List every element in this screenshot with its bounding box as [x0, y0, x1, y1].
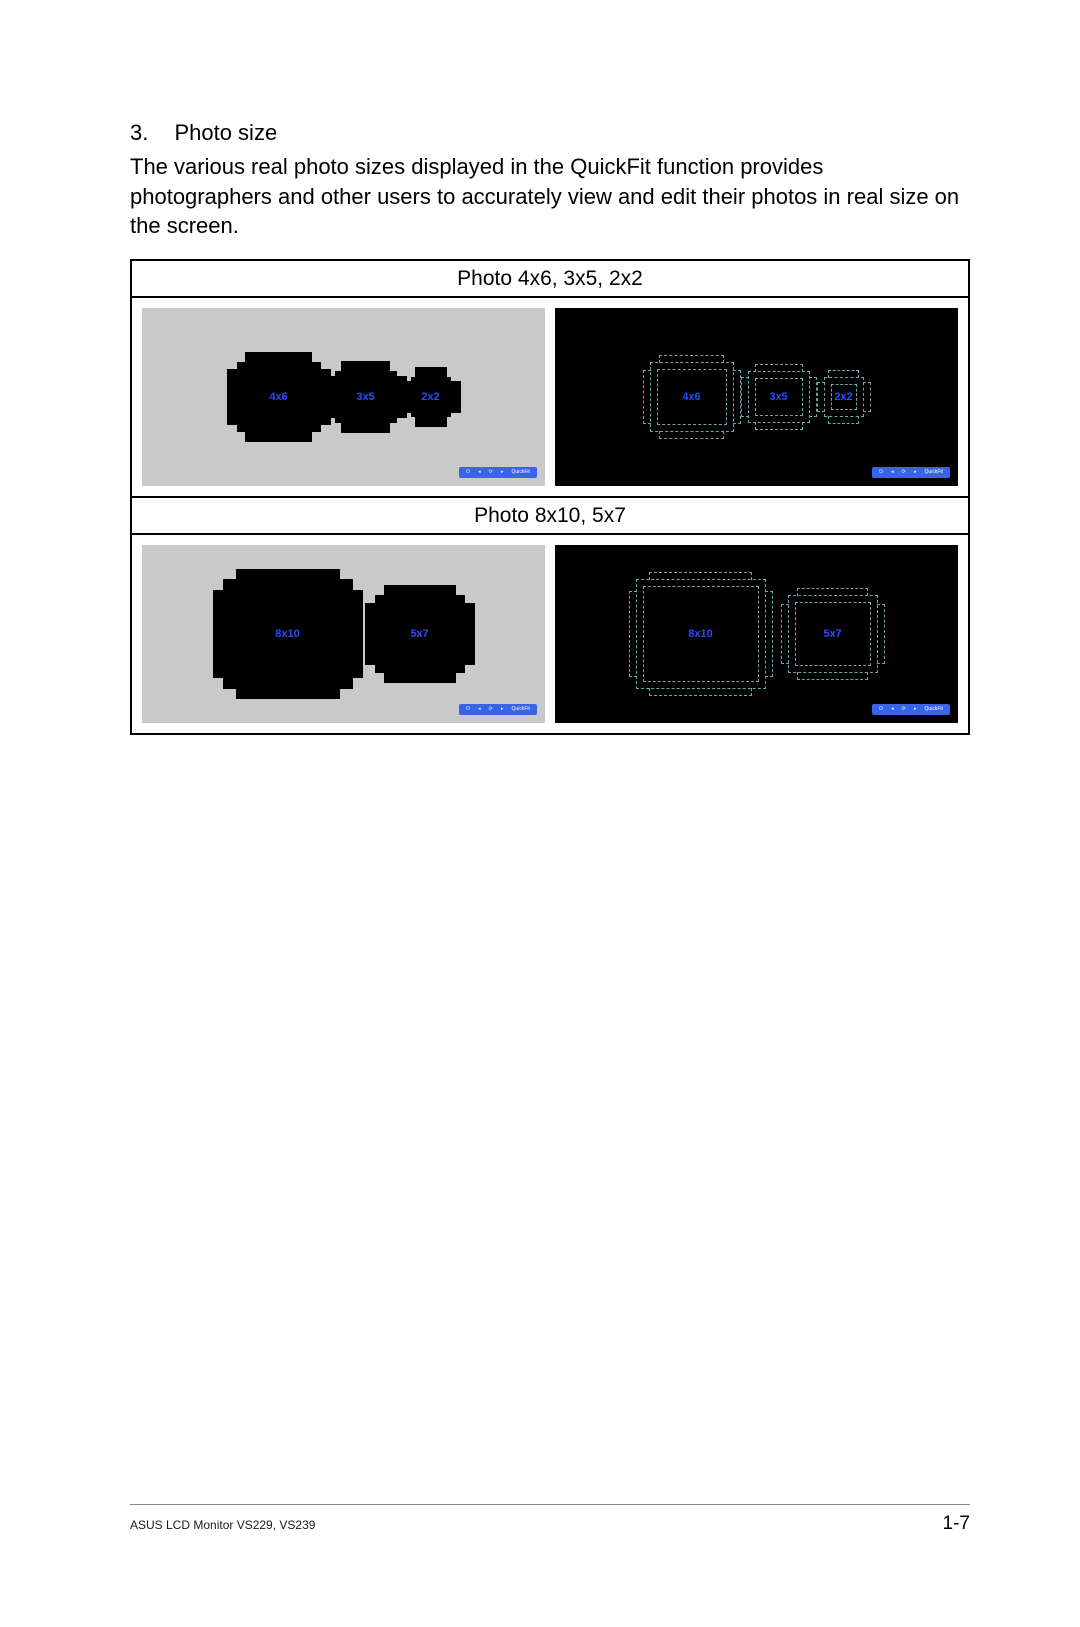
- osd-icon: ◂: [891, 470, 894, 475]
- panel-row2-light: 8x10 5x7 ⏻ ◂ ⟳ ▸ QuickFit: [142, 545, 545, 723]
- frame-label: 4x6: [269, 391, 287, 403]
- photo-frame-8x10: 8x10: [223, 579, 353, 689]
- osd-icon: ◂: [478, 470, 481, 475]
- frame-label: 8x10: [688, 628, 712, 640]
- photo-frame-3x5: 3x5: [748, 371, 810, 423]
- photo-frame-5x7: 5x7: [375, 595, 465, 673]
- osd-bar: ⏻ ◂ ⟳ ▸ QuickFit: [459, 704, 537, 715]
- osd-bar: ⏻ ◂ ⟳ ▸ QuickFit: [872, 467, 950, 478]
- osd-label: QuickFit: [925, 707, 943, 712]
- osd-icon: ▸: [501, 707, 504, 712]
- osd-bar: ⏻ ◂ ⟳ ▸ QuickFit: [459, 467, 537, 478]
- osd-icon: ▸: [501, 470, 504, 475]
- photo-frame-4x6: 4x6: [237, 362, 321, 432]
- osd-icon: ◂: [891, 707, 894, 712]
- osd-bar: ⏻ ◂ ⟳ ▸ QuickFit: [872, 704, 950, 715]
- osd-icon: ⏻: [466, 707, 470, 712]
- osd-icon: ⏻: [879, 470, 883, 475]
- frame-label: 4x6: [682, 391, 700, 403]
- frame-label: 2x2: [421, 391, 439, 403]
- frame-label: 2x2: [834, 391, 852, 403]
- photo-frame-3x5: 3x5: [335, 371, 397, 423]
- osd-icon: ⏻: [466, 470, 470, 475]
- section-title: Photo size: [174, 120, 277, 146]
- photo-frame-5x7: 5x7: [788, 595, 878, 673]
- photo-frame-4x6: 4x6: [650, 362, 734, 432]
- osd-icon: ⟳: [489, 470, 493, 475]
- osd-icon: ⟳: [902, 707, 906, 712]
- section-description: The various real photo sizes displayed i…: [130, 152, 970, 241]
- footer-page-number: 1-7: [943, 1513, 970, 1535]
- panel-row1-light: 4x6 3x5 2x2 ⏻ ◂ ⟳ ▸ QuickFit: [142, 308, 545, 486]
- frame-label: 5x7: [410, 628, 428, 640]
- row2-caption: Photo 8x10, 5x7: [132, 496, 968, 535]
- osd-label: QuickFit: [925, 470, 943, 475]
- photo-frame-2x2: 2x2: [824, 377, 864, 417]
- photo-size-table: Photo 4x6, 3x5, 2x2 4x6 3x5 2x2 ⏻ ◂ ⟳ ▸ QuickF…: [130, 259, 970, 735]
- row1-panels: 4x6 3x5 2x2 ⏻ ◂ ⟳ ▸ QuickFit 4x6 3x5 2x2 ⏻ ◂ ⟳ ▸ Qui…: [132, 298, 968, 496]
- frame-label: 5x7: [823, 628, 841, 640]
- osd-label: QuickFit: [512, 707, 530, 712]
- page-footer: ASUS LCD Monitor VS229, VS239 1-7: [130, 1504, 970, 1535]
- osd-icon: ⏻: [879, 707, 883, 712]
- osd-label: QuickFit: [512, 470, 530, 475]
- footer-product: ASUS LCD Monitor VS229, VS239: [130, 1518, 315, 1532]
- osd-icon: ⟳: [489, 707, 493, 712]
- frame-label: 8x10: [275, 628, 299, 640]
- photo-frame-2x2: 2x2: [411, 377, 451, 417]
- row2-panels: 8x10 5x7 ⏻ ◂ ⟳ ▸ QuickFit 8x10 5x7 ⏻ ◂ ⟳ ▸ QuickFi…: [132, 535, 968, 733]
- frame-label: 3x5: [356, 391, 374, 403]
- osd-icon: ⟳: [902, 470, 906, 475]
- photo-frame-8x10: 8x10: [636, 579, 766, 689]
- osd-icon: ▸: [914, 470, 917, 475]
- section-number: 3.: [130, 120, 170, 146]
- osd-icon: ▸: [914, 707, 917, 712]
- panel-row1-dark: 4x6 3x5 2x2 ⏻ ◂ ⟳ ▸ QuickFit: [555, 308, 958, 486]
- row1-caption: Photo 4x6, 3x5, 2x2: [132, 261, 968, 298]
- osd-icon: ◂: [478, 707, 481, 712]
- panel-row2-dark: 8x10 5x7 ⏻ ◂ ⟳ ▸ QuickFit: [555, 545, 958, 723]
- frame-label: 3x5: [769, 391, 787, 403]
